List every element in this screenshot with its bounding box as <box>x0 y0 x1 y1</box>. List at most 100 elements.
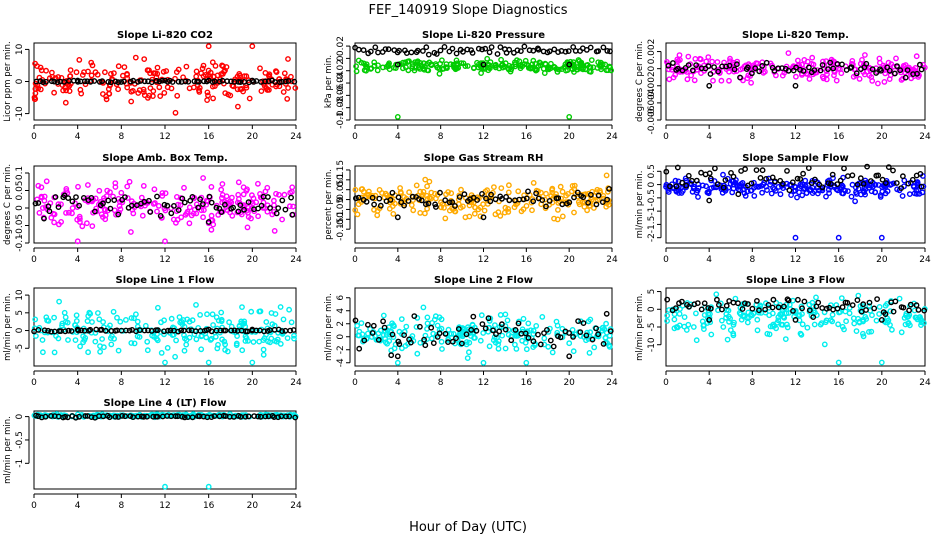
data-point <box>387 196 394 203</box>
x-tick-label: 0 <box>31 501 37 511</box>
y-tick-label: -0.05 <box>15 214 25 237</box>
data-point <box>460 60 467 67</box>
data-point <box>82 413 89 419</box>
data-point <box>36 209 43 216</box>
data-point <box>817 67 824 74</box>
y-tick-label: 0.1 <box>15 166 25 180</box>
data-point <box>807 186 813 193</box>
data-point <box>424 205 430 212</box>
data-point <box>902 321 909 328</box>
data-point <box>866 328 872 335</box>
data-point <box>441 44 448 50</box>
data-point <box>255 413 261 420</box>
x-tick-label: 8 <box>749 378 755 388</box>
data-point <box>181 347 188 354</box>
data-point <box>706 316 713 323</box>
y-axis-label: ml/min per min. <box>3 416 13 484</box>
data-point <box>286 203 293 210</box>
data-point <box>570 44 577 50</box>
data-point <box>63 185 70 192</box>
data-point <box>164 344 171 351</box>
y-axis-label: ml/min per min. <box>3 293 13 361</box>
y-tick-label: -1 <box>15 459 25 468</box>
series-2 <box>664 296 928 323</box>
data-point <box>436 70 443 77</box>
data-point <box>368 65 375 72</box>
data-point <box>868 178 874 184</box>
data-point <box>768 190 775 197</box>
data-point <box>374 207 381 214</box>
data-point <box>898 185 905 192</box>
data-point <box>43 78 49 85</box>
data-point <box>92 338 99 345</box>
data-point <box>749 305 756 312</box>
data-point <box>800 170 806 177</box>
data-point <box>250 195 257 202</box>
data-point <box>55 335 62 342</box>
data-point <box>167 327 174 334</box>
y-tick-label: 0 <box>15 413 25 419</box>
data-point <box>275 191 282 198</box>
x-tick-label: 0 <box>31 378 37 388</box>
series-2 <box>352 310 614 360</box>
data-point <box>452 203 458 209</box>
data-point <box>65 337 71 343</box>
data-point <box>150 200 157 207</box>
data-point <box>749 70 755 77</box>
data-point <box>410 207 417 214</box>
data-point <box>399 65 406 72</box>
data-point <box>566 199 573 206</box>
data-point <box>769 174 776 181</box>
data-point <box>105 79 112 85</box>
data-point <box>161 317 168 324</box>
data-point <box>417 209 424 216</box>
data-point <box>354 322 361 329</box>
data-point <box>261 335 268 342</box>
data-point <box>588 57 595 63</box>
data-point <box>81 78 88 85</box>
data-point <box>907 301 914 308</box>
data-point <box>606 185 612 192</box>
data-point <box>585 199 591 206</box>
x-tick-label: 0 <box>31 132 37 142</box>
data-point <box>713 291 720 298</box>
y-tick-label: 0 <box>15 327 25 333</box>
data-point <box>69 210 75 217</box>
data-point <box>725 184 732 191</box>
data-point <box>449 338 456 345</box>
data-point <box>192 328 199 335</box>
data-point <box>51 211 58 218</box>
data-point <box>724 336 731 343</box>
data-point <box>839 323 846 330</box>
data-point <box>280 316 287 323</box>
y-tick-label: 6 <box>336 295 346 301</box>
data-point <box>244 224 251 231</box>
data-point <box>55 204 62 211</box>
data-point <box>279 197 286 204</box>
y-tick-label: -0.04 <box>336 71 346 95</box>
data-point <box>581 203 588 210</box>
data-point <box>248 199 254 206</box>
data-point <box>371 201 377 208</box>
data-point <box>395 194 402 201</box>
data-point <box>827 59 834 66</box>
data-point <box>215 341 221 348</box>
data-point <box>258 88 265 95</box>
data-point <box>819 62 826 68</box>
data-point <box>783 310 790 317</box>
data-point <box>200 62 207 69</box>
data-point <box>222 90 229 97</box>
data-point <box>234 333 241 339</box>
data-point <box>218 316 225 323</box>
panel-title: Slope Li-820 Temp. <box>742 30 849 41</box>
data-point <box>757 174 764 181</box>
data-point <box>65 327 72 334</box>
x-tick-label: 20 <box>876 132 888 142</box>
data-point <box>529 207 535 214</box>
data-point <box>557 334 564 341</box>
data-point <box>541 330 547 336</box>
data-point <box>287 73 294 80</box>
data-point <box>583 62 590 69</box>
data-point <box>176 314 183 320</box>
